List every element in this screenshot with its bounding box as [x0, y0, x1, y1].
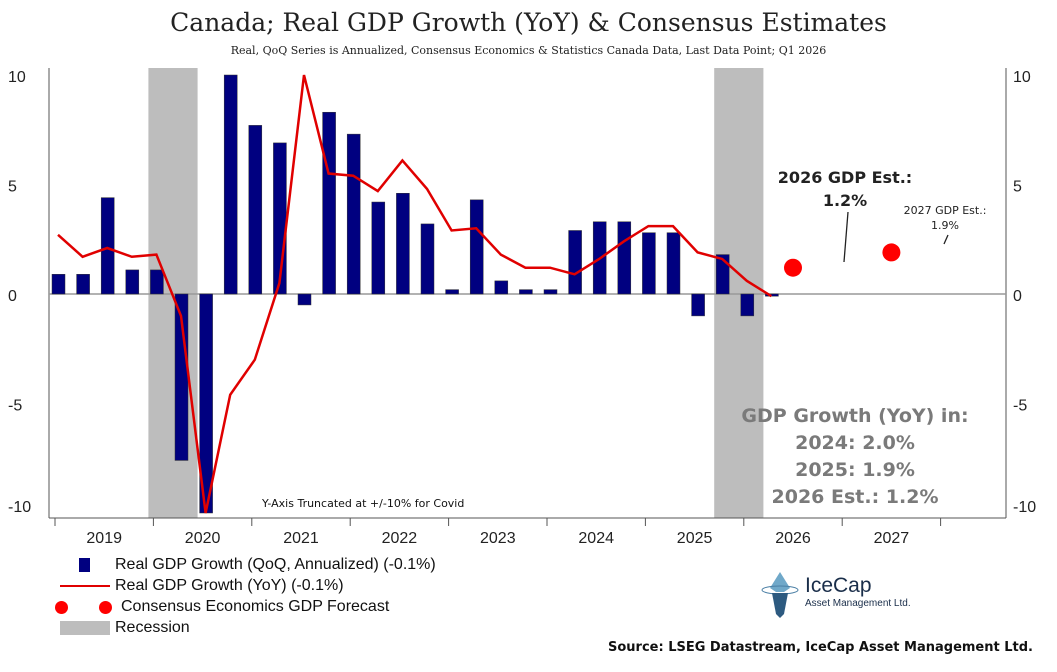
legend-swatch-recession	[60, 621, 110, 635]
qoq-bar	[420, 223, 435, 295]
qoq-bar	[691, 293, 705, 317]
forecast-points	[784, 211, 949, 277]
x-tick-label: 2026	[775, 530, 811, 547]
qoq-bar	[346, 133, 361, 295]
y-tick-label-right: 10	[1013, 69, 1031, 86]
annotation-yoy-summary: GDP Growth (YoY) in: 2024: 2.0% 2025: 1.…	[720, 403, 990, 511]
chart-subtitle: Real, QoQ Series is Annualized, Consensu…	[230, 44, 827, 57]
annotation-2027-estimate: 2027 GDP Est.: 1.9%	[880, 203, 1010, 233]
x-tick-label: 2027	[874, 530, 910, 547]
y-tick-label-left: 0	[8, 288, 17, 305]
x-tick-label: 2025	[677, 530, 713, 547]
annotation-2027-pointer	[943, 234, 949, 245]
qoq-bar	[322, 111, 336, 295]
y-tick-label-right: -10	[1013, 499, 1036, 516]
legend-swatch-dot-left	[55, 601, 68, 614]
yoy-line	[57, 74, 773, 514]
legend-label-line: Real GDP Growth (YoY) (-0.1%)	[115, 577, 344, 594]
qoq-bar	[125, 269, 140, 295]
qoq-bar	[469, 199, 484, 295]
logo-name: IceCap	[805, 574, 872, 597]
qoq-bar	[715, 254, 730, 295]
qoq-bar	[617, 221, 632, 295]
annotation-2026-label: 2026 GDP Est.:	[777, 168, 913, 187]
tick-labels: 10 10 5 5 0 0 -5 -5 -10 -10 2019 2020 2021 2022 2023 20…	[8, 69, 1036, 547]
qoq-bar	[248, 125, 263, 295]
annotation-2026-pointer	[843, 211, 849, 263]
yoy-summary-2025: 2025: 1.9%	[795, 459, 915, 481]
qoq-bar	[568, 230, 582, 295]
yoy-summary-heading: GDP Growth (YoY) in:	[741, 405, 969, 427]
qoq-bar	[494, 280, 509, 295]
qoq-bar	[371, 201, 386, 295]
qoq-bar	[51, 274, 66, 295]
y-tick-label-right: -5	[1013, 398, 1027, 415]
qoq-bar	[223, 74, 238, 295]
qoq-bar	[642, 232, 656, 295]
x-tick-label: 2021	[283, 530, 319, 547]
icecap-logo: IceCap Asset Management Ltd.	[760, 570, 950, 620]
x-tick-label: 2022	[382, 530, 418, 547]
legend-label-bars: Real GDP Growth (QoQ, Annualized) (-0.1%…	[115, 556, 436, 573]
x-tick-label: 2023	[480, 530, 516, 547]
y-tick-label-left: -5	[8, 398, 22, 415]
legend-label-forecast: Consensus Economics GDP Forecast	[121, 598, 390, 615]
qoq-bars	[51, 74, 779, 514]
iceberg-icon	[761, 572, 799, 618]
y-tick-label-left: -10	[8, 499, 31, 516]
qoq-bar	[396, 193, 410, 295]
legend-label-recession: Recession	[115, 619, 190, 636]
x-tick-label: 2019	[86, 530, 122, 547]
qoq-bar	[150, 269, 164, 295]
annotation-2027-label: 2027 GDP Est.:	[903, 204, 987, 217]
legend-swatch-dot-right	[99, 601, 112, 614]
y-tick-label-left: 5	[8, 179, 17, 196]
qoq-bar	[519, 289, 533, 295]
legend-swatch-bar	[79, 558, 90, 572]
chart-title: Canada; Real GDP Growth (YoY) & Consensu…	[170, 8, 887, 37]
y-tick-label-right: 0	[1013, 288, 1022, 305]
legend-swatch-line	[60, 585, 110, 587]
yoy-series-line	[57, 74, 773, 514]
annotation-2026-value: 1.2%	[822, 191, 868, 210]
x-tick-label: 2024	[578, 530, 614, 547]
source-note: Source: LSEG Datastream, IceCap Asset Ma…	[607, 640, 1033, 655]
qoq-bar	[445, 289, 459, 295]
qoq-bar	[297, 293, 312, 306]
annotation-2026-estimate: 2026 GDP Est.: 1.2%	[760, 166, 930, 212]
qoq-bar	[740, 293, 755, 317]
forecast-point	[784, 258, 802, 277]
qoq-bar	[666, 232, 681, 295]
y-tick-label-left: 10	[8, 69, 26, 86]
y-tick-label-right: 5	[1013, 179, 1022, 196]
x-tick-label: 2020	[185, 530, 221, 547]
qoq-bar	[76, 274, 90, 295]
annotation-2027-value: 1.9%	[931, 219, 959, 232]
qoq-bar	[543, 289, 558, 295]
forecast-point	[882, 243, 901, 262]
yoy-summary-2024: 2024: 2.0%	[795, 432, 915, 454]
truncation-note: Y-Axis Truncated at +/-10% for Covid	[262, 497, 465, 510]
yoy-summary-2026: 2026 Est.: 1.2%	[771, 486, 939, 508]
logo-subtitle: Asset Management Ltd.	[805, 598, 911, 609]
qoq-bar	[100, 197, 115, 295]
